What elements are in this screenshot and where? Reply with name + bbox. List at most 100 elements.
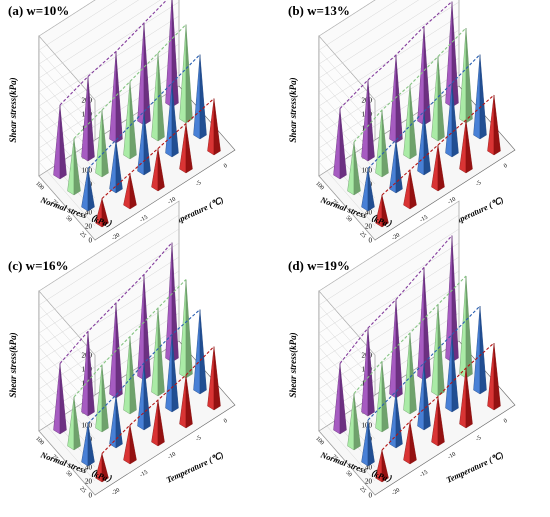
z-tick-label: 40 <box>365 209 373 217</box>
normal-stress-tick-label: 25 <box>358 231 366 239</box>
cone-mark-shade <box>171 242 179 363</box>
z-tick-label: 40 <box>85 209 93 217</box>
cone-mark-shade <box>339 108 347 180</box>
cone-mark-shade <box>479 305 487 395</box>
cone-mark-shade <box>353 141 361 196</box>
cone-mark <box>473 54 481 140</box>
cone-mark-shade <box>493 94 501 156</box>
trend-line <box>339 235 453 364</box>
normal-stress-tick-label: 100 <box>34 181 45 192</box>
gridline <box>318 0 398 115</box>
z-tick-label: 40 <box>85 464 93 472</box>
cone-mark-shade <box>73 138 81 196</box>
normal-stress-tick-label: 25 <box>78 231 86 239</box>
temperature-tick-label: -10 <box>447 197 457 206</box>
z-tick-label: 0 <box>89 492 93 500</box>
cone-mark-shade <box>381 109 389 178</box>
gridline <box>318 200 460 356</box>
cone-mark-shade <box>437 396 445 447</box>
cone-mark-shade <box>465 119 473 174</box>
cone-mark-shade <box>451 334 459 413</box>
cone-mark-shade <box>87 331 95 417</box>
z-tick-label: 20 <box>85 223 93 231</box>
temperature-tick-label: -10 <box>167 197 177 206</box>
cone-mark-shade <box>465 275 473 379</box>
gridline <box>318 0 376 101</box>
cone-mark-shade <box>157 307 165 397</box>
cone-mark-shade <box>143 274 151 381</box>
z-tick-label: 0 <box>369 237 373 245</box>
cone-mark-shade <box>87 168 95 212</box>
gridline <box>38 326 180 482</box>
cone-mark-shade <box>157 399 165 447</box>
gridline <box>318 228 460 384</box>
z-tick-label: 20 <box>85 478 93 486</box>
normal-stress-tick-label: 75 <box>330 199 338 207</box>
cone-mark-shade <box>423 362 431 431</box>
normal-stress-tick-label: 75 <box>330 454 338 462</box>
z-tick-label: 0 <box>89 237 93 245</box>
gridline <box>318 1 460 157</box>
normal-stress-tick-label: 75 <box>50 199 58 207</box>
cone-mark-shade <box>381 449 389 483</box>
cone-mark-shade <box>367 79 375 162</box>
cone-mark-shade <box>171 334 179 413</box>
cone-mark-shade <box>101 364 109 433</box>
cone-mark-shade <box>465 367 473 429</box>
temperature-tick-label: 0 <box>503 163 509 170</box>
cone-mark-shade <box>59 363 67 435</box>
cone-mark-shade <box>101 109 109 178</box>
cone-mark-shade <box>115 139 123 194</box>
trend-line <box>101 98 215 199</box>
cone-mark <box>193 54 201 140</box>
cone-mark-shade <box>395 54 403 144</box>
cone-mark <box>459 27 467 124</box>
z-tick-label: 100 <box>82 422 93 430</box>
z-axis-label: Shear stress(kPa) <box>288 332 298 397</box>
cone-mark-shade <box>73 396 81 451</box>
trend-line <box>339 1 453 109</box>
cone-mark-shade <box>409 84 417 160</box>
chart-panel: 020406080100120140160180200-20-15-10-501… <box>8 0 236 245</box>
z-tick-label: 0 <box>369 492 373 500</box>
gridline <box>38 15 180 171</box>
temperature-tick-label: -5 <box>475 180 482 188</box>
temperature-tick-label: -15 <box>419 470 429 479</box>
trend-line <box>101 346 215 454</box>
cone-mark-shade <box>423 26 431 126</box>
z-tick-label: 40 <box>365 464 373 472</box>
temperature-tick-label: -20 <box>391 488 401 497</box>
cone-mark-shade <box>381 194 389 228</box>
cone-mark-shade <box>171 82 179 158</box>
cone-mark-shade <box>101 198 109 228</box>
temperature-tick-label: -15 <box>139 470 149 479</box>
z-axis-label: Shear stress(kPa) <box>288 77 298 142</box>
cone-mark-shade <box>185 279 193 379</box>
cone-mark-shade <box>367 419 375 467</box>
z-tick-label: 100 <box>362 167 373 175</box>
cone-mark-shade <box>353 393 361 451</box>
cone-mark-shade <box>185 24 193 124</box>
cone-mark-shade <box>129 424 137 465</box>
normal-stress-tick-label: 25 <box>358 486 366 494</box>
cone-mark-shade <box>157 148 165 192</box>
temperature-tick-label: -15 <box>419 215 429 224</box>
cone-mark-shade <box>185 374 193 429</box>
cone-mark-shade <box>115 51 123 144</box>
trend-line <box>381 94 495 196</box>
trend-line <box>353 27 467 143</box>
chart-panel: 020406080100120140160180200-20-15-10-501… <box>288 0 516 245</box>
normal-stress-tick-label: 100 <box>314 436 325 447</box>
normal-stress-tick-label: 100 <box>34 436 45 447</box>
gridline <box>38 200 180 356</box>
temperature-tick-label: -20 <box>391 233 401 242</box>
cone-mark-shade <box>367 168 375 212</box>
trend-line <box>87 309 201 424</box>
cone-mark-shade <box>423 267 431 381</box>
cone-mark-shade <box>101 453 109 483</box>
normal-stress-tick-label: 100 <box>314 181 325 192</box>
temperature-tick-label: -10 <box>167 452 177 461</box>
normal-stress-tick-label: 50 <box>344 215 352 223</box>
temperature-tick-label: -20 <box>111 488 121 497</box>
trend-line <box>87 54 201 169</box>
